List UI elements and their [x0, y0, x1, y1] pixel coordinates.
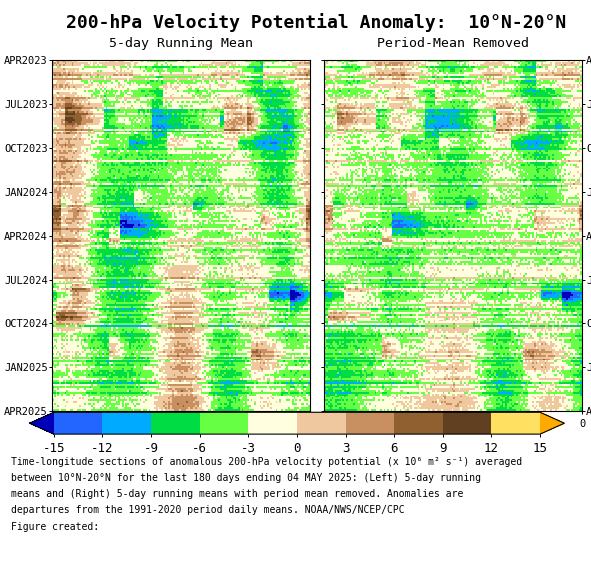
Text: 200-hPa Velocity Potential Anomaly:  10°N-20°N: 200-hPa Velocity Potential Anomaly: 10°N… [66, 13, 566, 33]
PathPatch shape [540, 412, 564, 434]
Text: 5-day Running Mean: 5-day Running Mean [109, 37, 253, 49]
Text: between 10°N-20°N for the last 180 days ending 04 MAY 2025: (Left) 5-day running: between 10°N-20°N for the last 180 days … [11, 473, 480, 483]
Text: Period-Mean Removed: Period-Mean Removed [377, 37, 530, 49]
Text: means and (Right) 5-day running means with period mean removed. Anomalies are: means and (Right) 5-day running means wi… [11, 489, 463, 499]
Text: departures from the 1991-2020 period daily means. NOAA/NWS/NCEP/CPC: departures from the 1991-2020 period dai… [11, 505, 404, 515]
Text: Figure created:: Figure created: [11, 522, 99, 531]
PathPatch shape [30, 412, 54, 434]
Text: Time-longitude sections of anomalous 200-hPa velocity potential (x 10⁶ m² s⁻¹) a: Time-longitude sections of anomalous 200… [11, 457, 522, 467]
